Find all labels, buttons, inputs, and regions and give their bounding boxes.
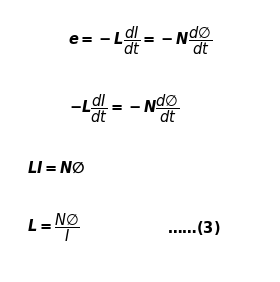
Text: $\boldsymbol{e = -L\dfrac{dI}{dt} = -N\dfrac{d\varnothing}{dt}}$: $\boldsymbol{e = -L\dfrac{dI}{dt} = -N\d… [68,25,212,57]
Text: $\boldsymbol{L = \dfrac{N\varnothing}{I}}$: $\boldsymbol{L = \dfrac{N\varnothing}{I}… [27,211,80,244]
Text: $\boldsymbol{-L\dfrac{dI}{dt} = -N\dfrac{d\varnothing}{dt}}$: $\boldsymbol{-L\dfrac{dI}{dt} = -N\dfrac… [69,92,179,125]
Text: $\boldsymbol{LI = N\varnothing}$: $\boldsymbol{LI = N\varnothing}$ [27,160,86,176]
Text: $\mathbf{\ldots\ldots(3)}$: $\mathbf{\ldots\ldots(3)}$ [167,219,220,237]
